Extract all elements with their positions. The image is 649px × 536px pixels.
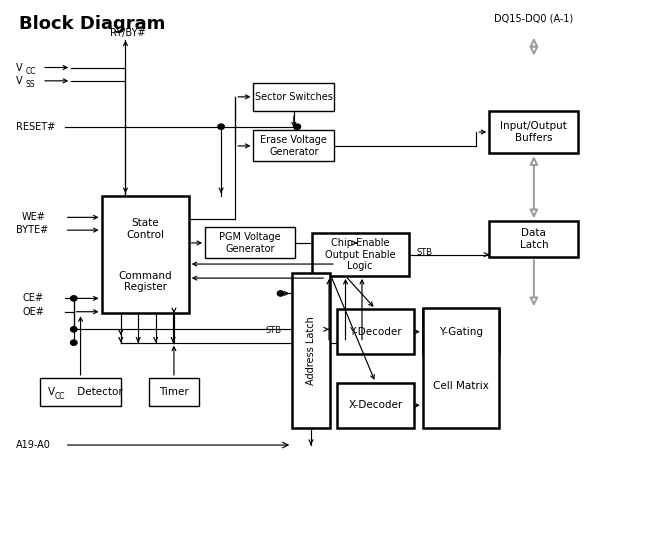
- Text: Input/Output
Buffers: Input/Output Buffers: [500, 121, 567, 143]
- Bar: [337, 309, 413, 354]
- Text: Data
Latch: Data Latch: [520, 228, 548, 250]
- Text: RY/BY#: RY/BY#: [110, 28, 145, 39]
- Text: SS: SS: [26, 80, 36, 89]
- Circle shape: [277, 291, 284, 296]
- Text: Timer: Timer: [159, 386, 189, 397]
- Text: Detector: Detector: [74, 386, 123, 397]
- Bar: [312, 233, 408, 276]
- Text: Address Latch: Address Latch: [306, 316, 316, 385]
- Text: Y-Decoder: Y-Decoder: [349, 327, 402, 337]
- Text: X-Decoder: X-Decoder: [349, 400, 402, 410]
- Circle shape: [71, 340, 77, 345]
- Bar: [422, 309, 499, 354]
- Text: WE#: WE#: [22, 212, 46, 222]
- Bar: [205, 227, 295, 258]
- Text: Cell Matrix: Cell Matrix: [433, 381, 489, 391]
- Bar: [337, 383, 413, 428]
- Text: A19-A0: A19-A0: [16, 440, 51, 450]
- Text: CC: CC: [26, 67, 36, 76]
- Text: STB: STB: [416, 248, 432, 257]
- Bar: [489, 221, 578, 257]
- Bar: [253, 83, 334, 111]
- Text: RESET#: RESET#: [16, 122, 55, 132]
- Circle shape: [294, 124, 300, 129]
- Bar: [422, 308, 499, 428]
- Bar: [101, 196, 189, 314]
- Bar: [149, 378, 199, 406]
- Text: Y-Gating: Y-Gating: [439, 327, 483, 337]
- Text: V: V: [16, 76, 22, 86]
- Text: Command
Register: Command Register: [118, 271, 172, 293]
- Circle shape: [71, 326, 77, 332]
- Bar: [40, 378, 121, 406]
- Bar: [489, 111, 578, 153]
- Text: DQ15-DQ0 (A-1): DQ15-DQ0 (A-1): [495, 14, 574, 24]
- Text: CE#: CE#: [22, 293, 43, 303]
- Text: PGM Voltage
Generator: PGM Voltage Generator: [219, 232, 281, 254]
- Text: Block Diagram: Block Diagram: [19, 14, 166, 33]
- Text: BYTE#: BYTE#: [16, 225, 48, 235]
- Text: Sector Switches: Sector Switches: [255, 92, 333, 102]
- Text: STB: STB: [265, 326, 281, 335]
- Text: Chip Enable
Output Enable
Logic: Chip Enable Output Enable Logic: [324, 238, 395, 271]
- Text: V: V: [16, 63, 22, 72]
- Text: State
Control: State Control: [126, 218, 164, 240]
- Circle shape: [71, 296, 77, 301]
- Text: OE#: OE#: [22, 307, 44, 317]
- Text: Erase Voltage
Generator: Erase Voltage Generator: [260, 135, 327, 157]
- Bar: [292, 273, 330, 428]
- Text: CC: CC: [55, 392, 65, 401]
- Circle shape: [218, 124, 225, 129]
- Text: V: V: [47, 386, 55, 397]
- Bar: [253, 130, 334, 161]
